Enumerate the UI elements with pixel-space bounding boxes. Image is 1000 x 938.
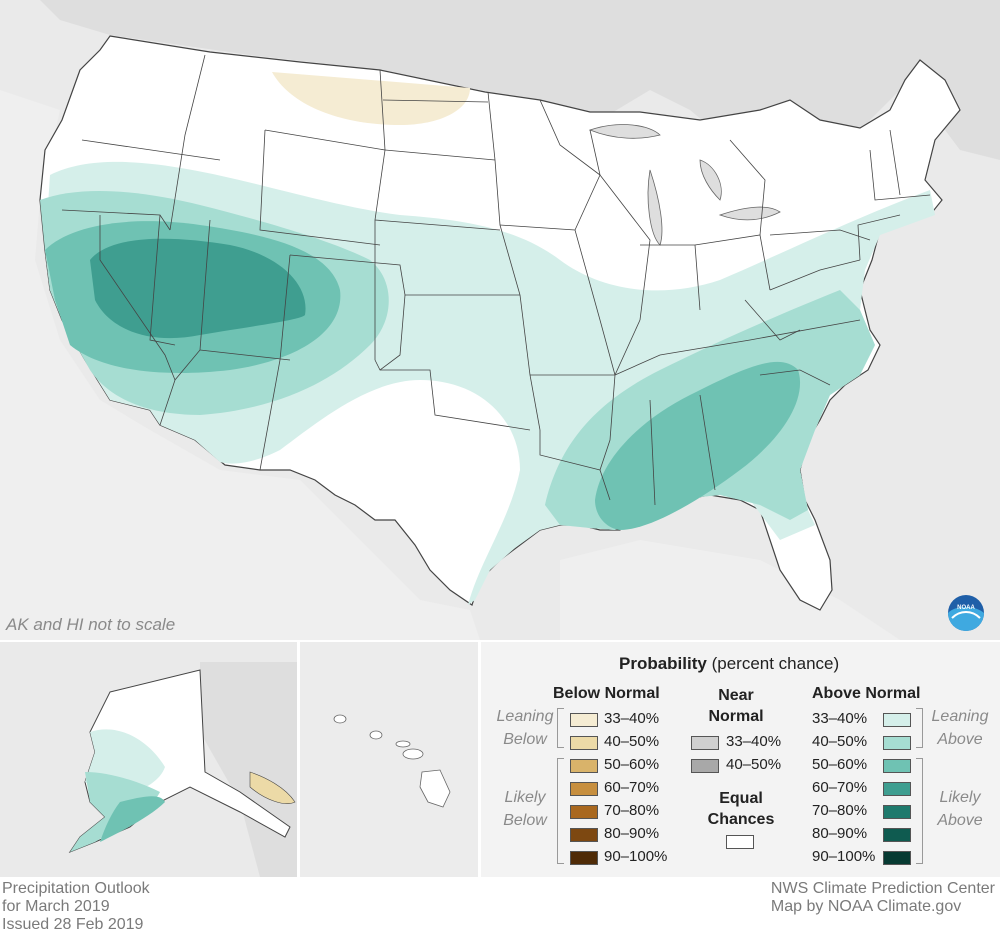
above-normal-item-label: 80–90% <box>812 825 868 842</box>
below-normal-item-label: 40–50% <box>604 733 660 750</box>
hawaii-inset-graphic <box>300 642 478 877</box>
below-normal-item-swatch <box>570 851 598 865</box>
footer-right: NWS Climate Prediction Center Map by NOA… <box>771 880 995 916</box>
above-normal-item-label: 60–70% <box>812 779 868 796</box>
conus-map: NOAA <box>0 0 1000 640</box>
above-normal-item-swatch <box>883 805 911 819</box>
near-normal-item-swatch <box>691 759 719 773</box>
footer-left: Precipitation Outlook for March 2019 Iss… <box>2 880 150 934</box>
legend: Probability (percent chance) Below Norma… <box>481 642 1000 877</box>
above-normal-item-label: 90–100% <box>812 848 876 865</box>
legend-title: Probability (percent chance) <box>619 654 839 674</box>
alaska-inset <box>0 642 297 877</box>
below-normal-heading: Below Normal <box>553 685 660 702</box>
below-normal-item-label: 80–90% <box>604 825 660 842</box>
below-normal-item-label: 60–70% <box>604 779 660 796</box>
above-normal-item-label: 50–60% <box>812 756 868 773</box>
below-normal-item-swatch <box>570 828 598 842</box>
above-normal-heading: Above Normal <box>812 685 921 702</box>
legend-title-bold: Probability <box>619 654 707 673</box>
above-normal-item-swatch <box>883 759 911 773</box>
below-normal-item-label: 90–100% <box>604 848 668 865</box>
near-normal-heading: Near Normal <box>708 687 764 725</box>
below-normal-item-swatch <box>570 805 598 819</box>
above-normal-item-swatch <box>883 736 911 750</box>
likely-below-bracket <box>557 758 564 864</box>
above-normal-item-label: 70–80% <box>812 802 868 819</box>
map-scale-note: AK and HI not to scale <box>6 615 176 634</box>
below-normal-item-swatch <box>570 782 598 796</box>
below-normal-item-swatch <box>570 713 598 727</box>
footer-outlook-period: for March 2019 <box>2 898 110 915</box>
noaa-logo-text: NOAA <box>957 605 975 611</box>
above-normal-item-swatch <box>883 851 911 865</box>
above-normal-item-label: 40–50% <box>812 733 868 750</box>
above-normal-item-swatch <box>883 713 911 727</box>
leaning-below-bracket <box>557 708 564 748</box>
alaska-inset-graphic <box>0 642 297 877</box>
below-normal-item-label: 50–60% <box>604 756 660 773</box>
leaning-above-bracket <box>916 708 923 748</box>
legend-title-suffix: (percent chance) <box>706 654 840 673</box>
footer-agency: NWS Climate Prediction Center <box>770 880 995 897</box>
noaa-logo: NOAA <box>948 595 984 631</box>
footer-issued-date: Issued 28 Feb 2019 <box>2 916 144 933</box>
equal-chances-heading: Equal Chances <box>707 790 775 828</box>
near-normal-item-label: 33–40% <box>726 733 782 750</box>
near-normal-item-label: 40–50% <box>726 756 782 773</box>
hawaii-inset <box>300 642 478 877</box>
leaning-above-label: Leaning Above <box>931 708 989 748</box>
near-normal-item-swatch <box>691 736 719 750</box>
equal-chances-swatch <box>726 835 754 849</box>
likely-below-label: Likely Below <box>503 789 547 829</box>
below-normal-item-label: 33–40% <box>604 710 660 727</box>
below-normal-item-label: 70–80% <box>604 802 660 819</box>
above-normal-item-swatch <box>883 828 911 842</box>
conus-map-graphic: NOAA <box>39 0 1000 631</box>
above-normal-item-label: 33–40% <box>812 710 868 727</box>
likely-above-label: Likely Above <box>937 789 983 829</box>
above-normal-item-swatch <box>883 782 911 796</box>
footer-outlook-title: Precipitation Outlook <box>2 880 150 897</box>
leaning-below-label: Leaning Below <box>496 708 554 748</box>
likely-above-bracket <box>916 758 923 864</box>
below-normal-item-swatch <box>570 736 598 750</box>
below-normal-item-swatch <box>570 759 598 773</box>
footer-credit: Map by NOAA Climate.gov <box>770 898 962 915</box>
